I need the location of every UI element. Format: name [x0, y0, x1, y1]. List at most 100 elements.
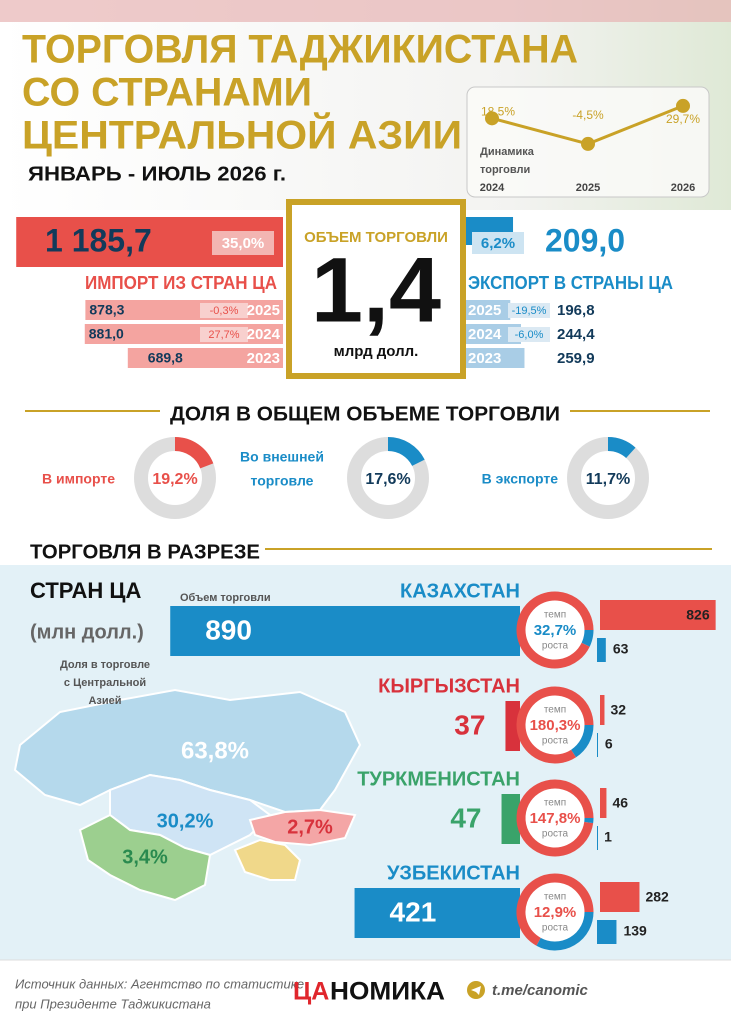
source: при Президенте Таджикистана: [15, 996, 211, 1011]
trade-bar: [170, 606, 521, 656]
dynamics-year: 2024: [480, 182, 505, 194]
trade-bar: [501, 794, 520, 844]
export-bar: [597, 638, 606, 662]
growth-value: 147,8%: [530, 810, 581, 827]
volume-label: Объем торговли: [180, 592, 271, 604]
import-bar: [600, 695, 605, 725]
growth-ring-bg: [517, 592, 593, 668]
export-value: 139: [623, 923, 647, 939]
map-tajikistan: [233, 838, 302, 881]
map-share: 30,2%: [157, 810, 214, 832]
export-value: 1: [604, 829, 612, 845]
import-label: ИМПОРТ ИЗ СТРАН ЦА: [85, 273, 277, 293]
growth-ring-bg: [517, 874, 593, 950]
growth-value: 180,3%: [530, 717, 581, 734]
import-value: 46: [612, 795, 628, 811]
flag-stripe: [0, 0, 731, 22]
export-history-growth: -6,0%: [515, 329, 544, 341]
growth-bottom: роста: [542, 829, 569, 840]
export-value: 63: [613, 641, 629, 657]
map-kyrgyzstan: [248, 808, 357, 847]
import-history-value: 881,0: [89, 326, 124, 342]
logo-b: НОМИКА: [330, 978, 445, 1006]
dynamics-label: Динамика: [480, 146, 535, 158]
import-value: 1 185,7: [45, 222, 152, 258]
dynamics-label: торговли: [480, 164, 530, 176]
import-history-bar: [127, 348, 283, 368]
import-history-value: 689,8: [148, 350, 183, 366]
total-box: [286, 199, 466, 379]
export-history-year: 2023: [468, 350, 501, 367]
export-label: ЭКСПОРТ В СТРАНЫ ЦА: [468, 273, 673, 293]
share-value: 17,6%: [365, 471, 410, 488]
map-share: 2,7%: [287, 816, 333, 838]
import-history-year: 2024: [247, 326, 281, 343]
countries-subtitle: СТРАН ЦА: [30, 578, 141, 603]
share-donut-arc: [174, 437, 214, 469]
growth-top: темп: [544, 705, 566, 716]
country-name: КАЗАХСТАН: [400, 580, 520, 602]
share-value: 11,7%: [586, 471, 630, 488]
export-growth-box: [472, 232, 524, 254]
share-label: Во внешней: [240, 449, 324, 465]
dynamics-point: [676, 98, 690, 113]
share-donut-arc: [607, 437, 636, 459]
country-name: УЗБЕКИСТАН: [387, 862, 520, 884]
countries-unit: (млн долл.): [30, 621, 144, 643]
growth-ring-import: [516, 686, 594, 764]
import-value: 32: [610, 702, 626, 718]
trade-value: 421: [390, 896, 437, 927]
share-value: 19,2%: [152, 471, 197, 488]
map-label: Доля в торговле: [60, 659, 150, 671]
export-history-bar: [466, 324, 521, 344]
export-bar: [597, 826, 598, 850]
growth-value: 32,7%: [534, 622, 577, 639]
growth-bottom: роста: [542, 923, 569, 934]
growth-bottom: роста: [542, 641, 569, 652]
trade-value: 47: [450, 802, 481, 833]
trade-value: 890: [205, 614, 252, 645]
country-name: ТУРКМЕНИСТАН: [357, 768, 520, 790]
growth-ring-export: [536, 911, 594, 951]
export-growth: 6,2%: [481, 235, 515, 252]
total-unit: млрд долл.: [334, 343, 419, 360]
growth-ring-import: [516, 591, 594, 669]
growth-top: темп: [544, 892, 566, 903]
import-bar: [600, 788, 607, 818]
import-history-value: 878,3: [89, 302, 124, 318]
export-history-year: 2025: [468, 302, 501, 319]
source: Источник данных: Агентство по статистике: [15, 976, 304, 991]
growth-bottom: роста: [542, 736, 569, 747]
dynamics-year: 2026: [671, 182, 695, 194]
map-share: 3,4%: [122, 846, 168, 868]
import-history-growth-box: [200, 303, 248, 318]
growth-ring-export: [570, 724, 594, 758]
growth-ring-bg: [517, 687, 593, 763]
export-history-growth-box: [508, 303, 550, 318]
dynamics-value-label: 29,7%: [666, 112, 700, 126]
export-history-value: 244,4: [557, 326, 595, 343]
import-growth: 35,0%: [222, 235, 265, 252]
logo-a: ЦА: [293, 978, 329, 1006]
growth-top: темп: [544, 798, 566, 809]
map-label: Азией: [88, 695, 121, 707]
import-bar: [600, 600, 716, 630]
dynamics-value-label: -4,5%: [572, 108, 604, 122]
export-value: 6: [605, 736, 613, 752]
export-history-growth: -19,5%: [512, 305, 547, 317]
import-value: 282: [645, 889, 669, 905]
export-history-growth-box: [508, 327, 550, 342]
share-donut-arc: [387, 437, 425, 467]
map-turkmenistan: [78, 813, 212, 902]
export-value: 209,0: [545, 222, 625, 258]
export-history-year: 2024: [468, 326, 502, 343]
dynamics-year: 2025: [576, 182, 600, 194]
import-bar: [600, 882, 640, 912]
total-title: ОБЪЕМ ТОРГОВЛИ: [304, 229, 448, 246]
title-line: СО СТРАНАМИ: [22, 71, 312, 115]
share-label: В экспорте: [482, 471, 559, 487]
countries-title: ТОРГОВЛЯ В РАЗРЕЗЕ: [30, 541, 260, 563]
